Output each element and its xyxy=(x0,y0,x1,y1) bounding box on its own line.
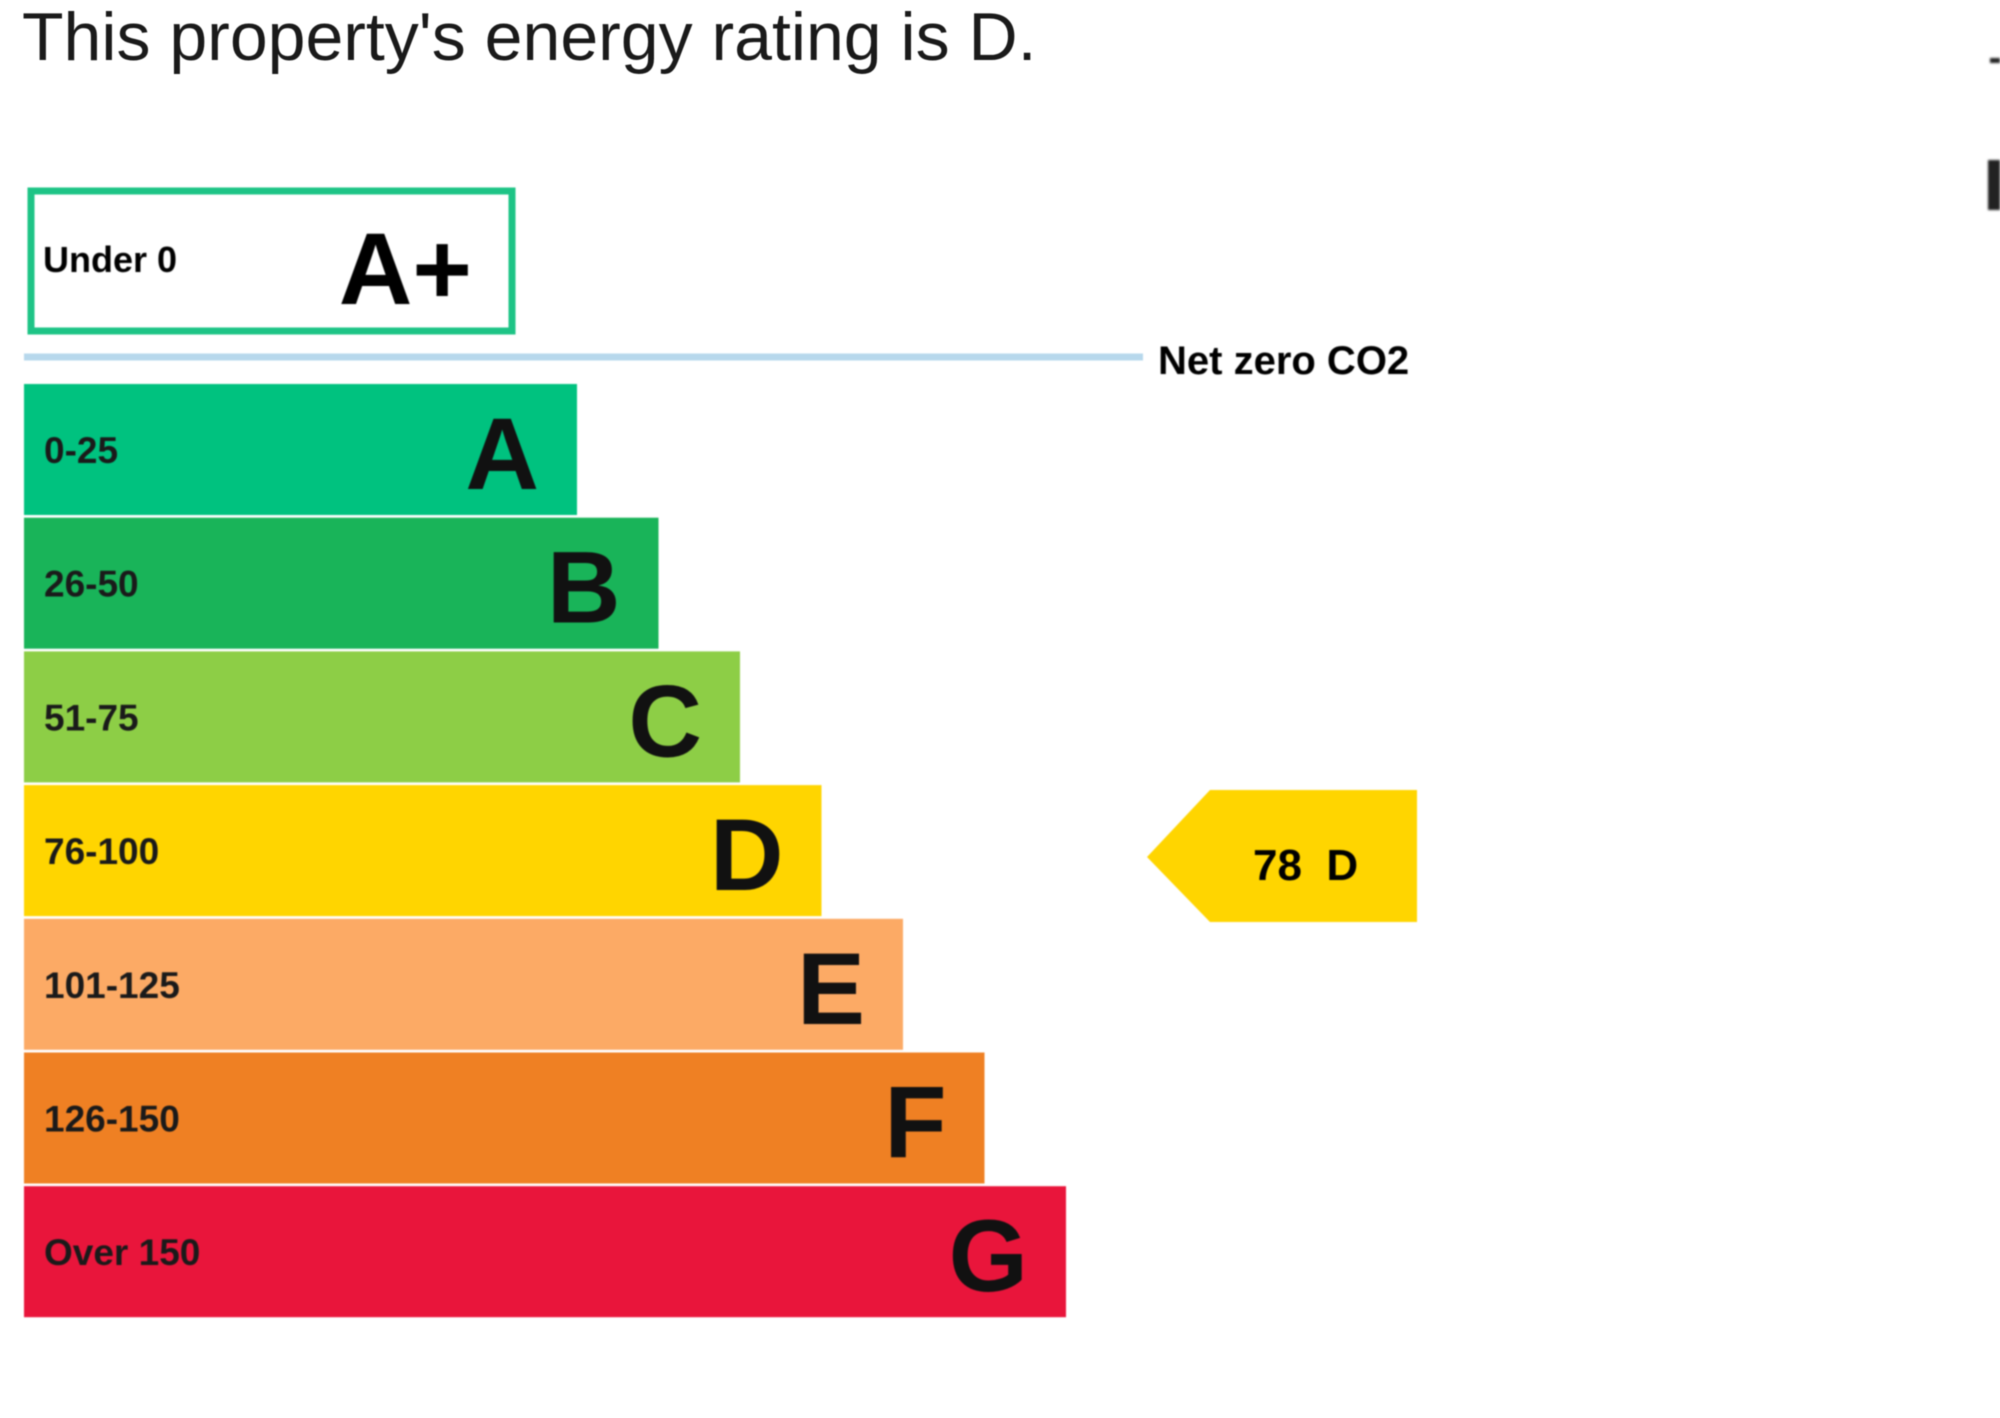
band-d: 76-100 D xyxy=(24,785,822,917)
band-list: 0-25 A 26-50 B 51-75 C 76-100 D 101-125 E 126-150 F… xyxy=(24,384,1066,1318)
net-zero-label: Net zero CO2 xyxy=(1158,339,1409,383)
band-e-letter: E xyxy=(797,932,865,1046)
band-a-plus: Under 0 A+ xyxy=(27,187,516,335)
band-c: 51-75 C xyxy=(24,651,740,783)
band-f-bar xyxy=(24,1052,985,1184)
band-e: 101-125 E xyxy=(24,918,903,1050)
band-g: Over 150 G xyxy=(24,1186,1066,1318)
current-rating-arrow-shape xyxy=(1147,790,1417,922)
band-a-letter: A xyxy=(465,397,539,511)
band-g-bar xyxy=(24,1186,1066,1318)
band-e-bar xyxy=(24,918,903,1050)
band-g-range: Over 150 xyxy=(44,1232,200,1273)
band-b-bar xyxy=(24,517,659,649)
band-f-range: 126-150 xyxy=(44,1099,180,1140)
band-f-letter: F xyxy=(884,1066,946,1180)
page-title: This property's energy rating is D. xyxy=(22,0,1037,75)
band-b-letter: B xyxy=(547,531,621,645)
band-d-range: 76-100 xyxy=(44,831,159,872)
band-d-bar xyxy=(24,785,822,917)
band-g-letter: G xyxy=(949,1199,1028,1313)
band-a: 0-25 A xyxy=(24,384,577,515)
band-f: 126-150 F xyxy=(24,1052,985,1184)
band-a-bar xyxy=(24,384,577,515)
band-e-range: 101-125 xyxy=(44,965,180,1006)
current-rating-label: 78 D xyxy=(1253,841,1358,890)
band-c-bar xyxy=(24,651,740,783)
band-b: 26-50 B xyxy=(24,517,659,649)
right-edge-mark-top xyxy=(1990,58,2000,63)
band-c-letter: C xyxy=(628,664,702,778)
band-c-range: 51-75 xyxy=(44,697,139,738)
current-rating-arrow: 78 D xyxy=(1147,790,1417,922)
band-d-letter: D xyxy=(710,798,784,912)
band-a-range: 0-25 xyxy=(44,430,118,471)
band-a-plus-letter: A+ xyxy=(339,212,472,326)
band-b-range: 26-50 xyxy=(44,564,139,605)
band-a-plus-box xyxy=(27,187,516,335)
band-a-plus-range: Under 0 xyxy=(43,239,177,280)
right-edge-mark-bottom xyxy=(1988,160,2000,210)
